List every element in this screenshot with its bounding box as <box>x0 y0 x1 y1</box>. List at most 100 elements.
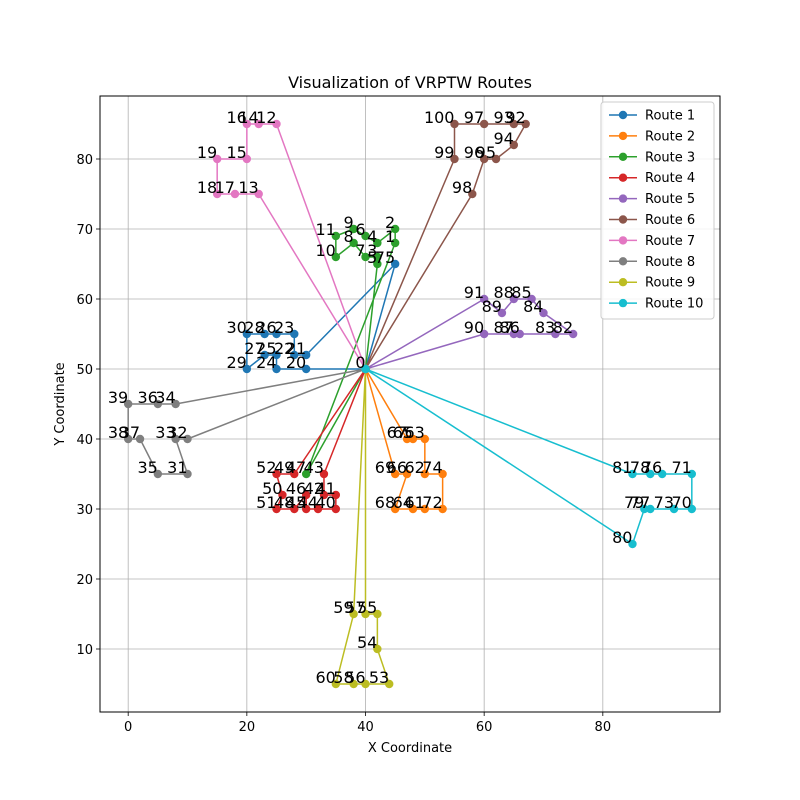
x-tick-label: 80 <box>595 720 612 735</box>
y-tick-label: 30 <box>76 503 93 518</box>
node-label: 63 <box>404 423 424 442</box>
route-point <box>373 252 382 262</box>
route-point <box>331 231 341 241</box>
node-label: 57 <box>345 598 365 617</box>
x-tick-label: 0 <box>124 720 132 735</box>
route-point <box>420 504 430 514</box>
legend-label: Route 10 <box>645 297 703 312</box>
node-label: 4 <box>367 227 377 246</box>
route-point <box>479 329 489 339</box>
node-label: 28 <box>244 318 264 337</box>
y-tick-label: 20 <box>76 573 93 588</box>
route-point <box>254 189 263 199</box>
route-point <box>272 504 281 514</box>
route-point <box>509 119 519 129</box>
route-point <box>212 189 222 199</box>
route-point <box>438 469 447 479</box>
route-point <box>390 469 400 479</box>
route-point <box>301 364 311 374</box>
route-point <box>657 469 667 479</box>
route-point <box>123 434 133 444</box>
route-point <box>385 679 394 689</box>
route-point <box>123 399 133 409</box>
route-point <box>479 119 489 129</box>
node-label: 22 <box>274 339 294 358</box>
route-point <box>272 119 281 129</box>
node-label: 55 <box>357 598 377 617</box>
node-label: 15 <box>226 143 246 162</box>
node-label: 27 <box>244 339 264 358</box>
route-point <box>331 490 341 500</box>
legend-marker <box>618 298 628 308</box>
y-tick-label: 40 <box>76 433 93 448</box>
node-label: 54 <box>357 633 377 652</box>
y-tick-label: 50 <box>76 363 93 378</box>
node-label: 37 <box>120 423 140 442</box>
node-label: 86 <box>499 318 519 337</box>
node-label: 94 <box>493 129 513 148</box>
x-tick-label: 40 <box>357 720 374 735</box>
route-point <box>402 434 412 444</box>
route-point <box>301 350 311 360</box>
node-label: 18 <box>197 178 217 197</box>
node-label: 13 <box>238 178 258 197</box>
legend-marker <box>618 215 628 224</box>
route-point <box>278 490 287 500</box>
route-line <box>216 123 367 370</box>
node-label: 26 <box>256 318 276 337</box>
routes <box>123 119 697 689</box>
route-point <box>272 329 281 339</box>
route-8 <box>123 364 370 479</box>
route-point <box>361 609 370 619</box>
route-point <box>390 259 400 269</box>
route-point <box>361 364 370 374</box>
legend-label: Route 3 <box>645 150 695 165</box>
node-label: 69 <box>375 458 395 477</box>
node-label: 82 <box>553 318 573 337</box>
route-point <box>153 399 163 409</box>
legend-label: Route 6 <box>645 213 695 228</box>
route-point <box>491 154 501 164</box>
node-label: 73 <box>654 493 674 512</box>
node-label: 14 <box>238 108 258 127</box>
node-label: 88 <box>493 283 513 302</box>
node-label: 85 <box>511 283 531 302</box>
node-label: 51 <box>256 493 276 512</box>
x-tick-label: 60 <box>476 720 493 735</box>
route-point <box>349 679 358 689</box>
route-point <box>242 154 252 164</box>
route-point <box>260 329 269 339</box>
chart-title: Visualization of VRPTW Routes <box>288 73 532 92</box>
node-label: 96 <box>464 143 484 162</box>
node-label: 84 <box>523 297 543 316</box>
node-label: 60 <box>315 668 335 687</box>
route-point <box>687 504 697 514</box>
legend-marker <box>618 131 628 141</box>
route-point <box>628 539 637 549</box>
node-label: 39 <box>108 388 128 407</box>
legend-label: Route 7 <box>645 234 695 249</box>
node-label: 42 <box>304 479 324 498</box>
node-label: 99 <box>434 143 454 162</box>
route-point <box>390 504 400 514</box>
node-label: 62 <box>404 458 424 477</box>
node-label: 92 <box>505 108 525 127</box>
route-point <box>272 350 281 360</box>
route-point <box>290 469 299 479</box>
node-label: 81 <box>612 458 632 477</box>
route-point <box>349 609 358 619</box>
legend-label: Route 4 <box>645 171 695 186</box>
node-label: 23 <box>274 318 294 337</box>
node-label: 58 <box>333 668 353 687</box>
route-point <box>539 308 548 318</box>
route-point <box>420 469 430 479</box>
route-point <box>646 504 655 514</box>
node-label: 21 <box>286 339 306 358</box>
route-point <box>479 294 489 304</box>
route-point <box>171 399 180 409</box>
node-label: 100 <box>424 108 455 127</box>
legend-marker <box>618 278 628 287</box>
route-point <box>390 224 400 234</box>
route-point <box>509 329 519 339</box>
y-tick-label: 70 <box>76 223 93 238</box>
